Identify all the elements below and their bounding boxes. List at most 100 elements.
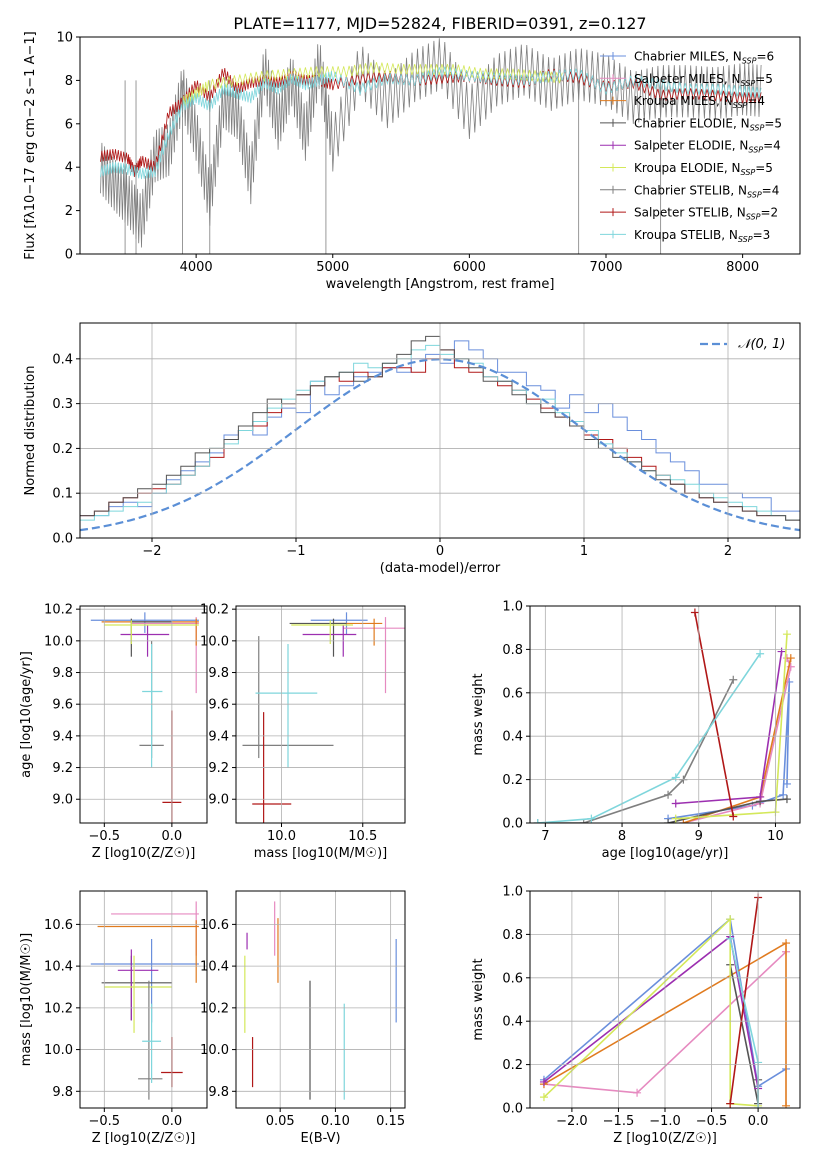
x-axis-label-part: Z [log [92,1131,130,1146]
y-tick-label: 10.0 [44,634,73,649]
x-axis-label: wavelength [Angstrom, rest frame] [326,277,555,292]
weight-marker [726,1099,735,1108]
legend-label: Kroupa ELODIE, NSSP=5 [634,161,773,177]
histogram-step [80,344,800,526]
x-axis-label-part: ( [671,846,676,861]
weight-line [729,964,759,1104]
y-axis-label: mass weight [471,958,486,1040]
legend-label-main: Kroupa ELODIE, N [634,161,741,175]
axes-frame [529,890,801,1109]
x-axis-label: (data-model)/error [380,561,501,576]
x-axis-label-part: 10 [655,846,672,861]
legend-label-suffix: =5 [764,116,782,130]
x-axis-label: E(B-V) [300,1131,340,1146]
legend-label: Salpeter MILES, NSSP=5 [634,72,773,88]
axes-frame [79,322,801,539]
legend-label-sub: SSP [741,79,756,88]
y-tick-label: 9.6 [52,698,73,713]
x-tick-label: 0.15 [376,1114,405,1129]
y-tick-label: 10.0 [44,1043,73,1058]
legend-label-main: Kroupa MILES, N [634,94,733,108]
legend-label-sub: SSP [742,57,757,66]
y-tick-label: 9.8 [208,1085,229,1100]
y-axis-label-part: 10 [23,195,38,212]
y-axis-label-part: −17 [23,167,38,194]
x-tick-label: 10.0 [267,829,296,844]
weight-marker [533,819,542,823]
x-axis-label-part: Z/Z [151,846,173,861]
y-tick-label: 1.0 [502,600,523,615]
y-axis-label: Normed distribution [23,366,38,496]
legend-label: Kroupa MILES, NSSP=4 [634,94,765,110]
weight-marker [756,792,765,801]
spectrum-line [182,62,563,108]
legend-label-sub: SSP [750,123,765,132]
y-tick-label: 10.0 [200,634,229,649]
y-axis-label-part: ☉ [19,943,34,955]
x-tick-label: −2.0 [556,1114,588,1129]
weight-marker [782,779,791,788]
y-axis-label: mass [log10(M/M☉)] [19,933,34,1066]
x-tick-label: 10.5 [348,829,377,844]
y-tick-label: 10.4 [44,960,73,975]
weight-marker [671,799,680,808]
axes-mass-Z: −0.5 0.09.810.010.210.410.6Z [log10(Z/Z☉)… [19,890,208,1146]
x-axis-label: Z [log10(Z/Z☉)] [92,846,196,861]
x-tick-label: −1.5 [603,1114,635,1129]
legend: Chabrier MILES, NSSP=6 Salpeter MILES, NS… [600,50,782,244]
y-axis-label-part: s [23,87,38,98]
legend-label-suffix: =2 [760,206,778,220]
x-tick-label: 8000 [726,260,759,275]
x-tick-label: 0.0 [162,829,183,844]
x-axis-label-part: Z [log [92,846,130,861]
y-tick-label: 1.0 [502,885,523,900]
axes-residuals: −2 −1 0 1 2 0.0 0.1 0.2 0.3 0.4 𝒩(0, 1) (data-model… [23,322,801,576]
x-axis-label-part: age/yr [677,846,719,861]
x-tick-label: 8 [618,829,626,844]
plot-area-weight-age [533,608,795,823]
x-axis-label-part: mass [log [254,846,317,861]
histogram-step [80,335,800,521]
x-tick-label: 0.05 [266,1114,295,1129]
y-axis-label: age [log10(age/yr)] [19,651,34,778]
y-tick-label: 0.4 [502,1015,523,1030]
y-axis-label-part: mass [log [19,1003,34,1066]
x-axis-label-part: ☉ [173,1131,185,1146]
weight-line [537,653,761,823]
y-axis-label-part: ( [19,981,34,986]
legend-label: Chabrier MILES, NSSP=6 [634,50,774,66]
axes-age-mass: 10.0 10.5 9.0 9.2 9.4 9.6 9.8 10.0 10.2 mass [log… [200,603,406,861]
x-tick-label: −2 [142,544,161,559]
y-tick-label: 10 [56,31,73,46]
y-tick-label: 0.0 [52,532,73,547]
legend-label-sub: SSP [746,213,761,222]
y-axis-label-part: )] [19,933,34,943]
legend-label-main: Salpeter STELIB, N [634,206,746,220]
weight-line [543,917,759,1107]
x-axis-label-part: )] [707,1131,717,1146]
x-tick-label: −0.5 [696,1114,728,1129]
axes-frame [235,605,406,824]
figure-title: PLATE=1177, MJD=52824, FIBERID=0391, z=0… [233,14,646,33]
y-tick-label: 10.4 [200,960,229,975]
weight-marker [679,819,688,823]
x-tick-label: 0.0 [162,1114,183,1129]
x-tick-label: 10 [767,829,784,844]
y-axis-label-part: M/M [19,955,34,982]
y-axis-label-part: ] [23,31,38,36]
spectrum-line [100,66,762,180]
x-axis-label-part: ☉ [365,846,377,861]
x-tick-label: 4000 [180,260,213,275]
y-tick-label: 10.2 [200,603,229,618]
weight-marker [777,647,786,656]
legend-label: 𝒩(0, 1) [738,337,785,352]
y-tick-label: 10.6 [200,918,229,933]
legend-label: Chabrier STELIB, NSSP=4 [634,183,779,199]
weight-marker [782,939,791,948]
y-tick-label: 10.2 [44,603,73,618]
weight-marker [664,790,673,799]
y-tick-label: 2 [65,204,73,219]
y-axis-label-part: 10 [19,986,34,1003]
legend-label-suffix: =5 [755,72,773,86]
legend-label-sub: SSP [741,168,756,177]
